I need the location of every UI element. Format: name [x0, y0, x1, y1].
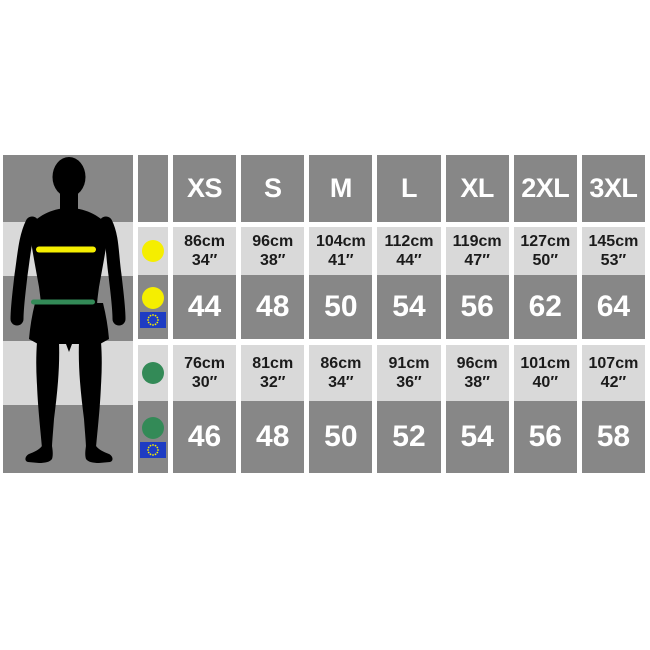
cm-value: 112cm — [384, 233, 434, 250]
in-value: 38″ — [259, 252, 286, 269]
cm-value: 119cm — [452, 233, 502, 250]
size-header-m: M — [309, 155, 373, 222]
cm-value: 86cm — [184, 233, 226, 250]
in-value: 40″ — [532, 374, 558, 391]
table-cell: 145cm 53″ — [581, 227, 645, 275]
size-header-s: S — [241, 155, 305, 222]
cm-value: 107cm — [588, 355, 639, 372]
cm-value: 86cm — [320, 355, 362, 372]
in-value: 41″ — [328, 252, 354, 269]
cm-value: 91cm — [388, 355, 430, 372]
chest-eu-marker-cell — [138, 275, 168, 339]
eu-flag-icon — [140, 441, 166, 458]
table-cell: 44 — [173, 275, 237, 339]
size-chart-table: XS S M L XL 2XL 3XL 86cm 34″ 96cm 38″ 104c… — [3, 155, 645, 473]
table-cell: 119cm 47″ — [445, 227, 509, 275]
table-cell: 54 — [377, 275, 441, 339]
in-value: 34″ — [191, 252, 218, 269]
green-dot-icon — [142, 362, 164, 384]
in-value: 38″ — [464, 374, 490, 391]
size-header-l: L — [377, 155, 441, 222]
green-dot-icon — [142, 416, 164, 439]
yellow-dot-icon — [142, 286, 164, 309]
table-cell: 50 — [309, 401, 373, 473]
cm-value: 96cm — [252, 233, 294, 250]
table-cell: 64 — [581, 275, 645, 339]
table-cell: 56 — [445, 275, 509, 339]
table-cell: 107cm 42″ — [581, 345, 645, 401]
in-value: 47″ — [464, 252, 490, 269]
waist-marker-cell — [138, 345, 168, 401]
table-cell: 52 — [377, 401, 441, 473]
in-value: 34″ — [328, 374, 354, 391]
marker-column-header — [138, 155, 168, 222]
cm-value: 104cm — [315, 233, 366, 250]
male-silhouette-icon — [10, 157, 126, 463]
size-header-xs: XS — [173, 155, 237, 222]
in-value: 30″ — [191, 374, 218, 391]
chest-marker-cell — [138, 227, 168, 275]
body-silhouette-panel — [3, 155, 133, 473]
table-cell: 58 — [581, 401, 645, 473]
cm-value: 96cm — [456, 355, 498, 372]
cm-value: 101cm — [520, 355, 571, 372]
table-cell: 101cm 40″ — [513, 345, 577, 401]
cm-value: 81cm — [252, 355, 294, 372]
table-cell: 46 — [173, 401, 237, 473]
yellow-dot-icon — [142, 240, 164, 262]
table-cell: 112cm 44″ — [377, 227, 441, 275]
table-cell: 127cm 50″ — [513, 227, 577, 275]
table-cell: 86cm 34″ — [309, 345, 373, 401]
waist-eu-marker-cell — [138, 401, 168, 473]
in-value: 36″ — [396, 374, 422, 391]
table-cell: 62 — [513, 275, 577, 339]
in-value: 44″ — [396, 252, 422, 269]
chest-measure-band — [36, 246, 96, 253]
table-cell: 56 — [513, 401, 577, 473]
cm-value: 127cm — [520, 233, 571, 250]
waist-measure-band — [31, 299, 95, 305]
table-cell: 48 — [241, 401, 305, 473]
cm-value: 76cm — [184, 355, 226, 372]
table-cell: 91cm 36″ — [377, 345, 441, 401]
table-cell: 54 — [445, 401, 509, 473]
table-cell: 96cm 38″ — [445, 345, 509, 401]
table-cell: 81cm 32″ — [241, 345, 305, 401]
in-value: 32″ — [259, 374, 286, 391]
table-cell: 50 — [309, 275, 373, 339]
in-value: 50″ — [532, 252, 558, 269]
size-header-xl: XL — [445, 155, 509, 222]
in-value: 53″ — [600, 252, 627, 269]
eu-flag-icon — [140, 311, 166, 328]
in-value: 42″ — [600, 374, 627, 391]
cm-value: 145cm — [588, 233, 639, 250]
table-cell: 86cm 34″ — [173, 227, 237, 275]
table-cell: 96cm 38″ — [241, 227, 305, 275]
size-header-3xl: 3XL — [581, 155, 645, 222]
table-cell: 76cm 30″ — [173, 345, 237, 401]
table-cell: 48 — [241, 275, 305, 339]
size-header-2xl: 2XL — [513, 155, 577, 222]
table-cell: 104cm 41″ — [309, 227, 373, 275]
